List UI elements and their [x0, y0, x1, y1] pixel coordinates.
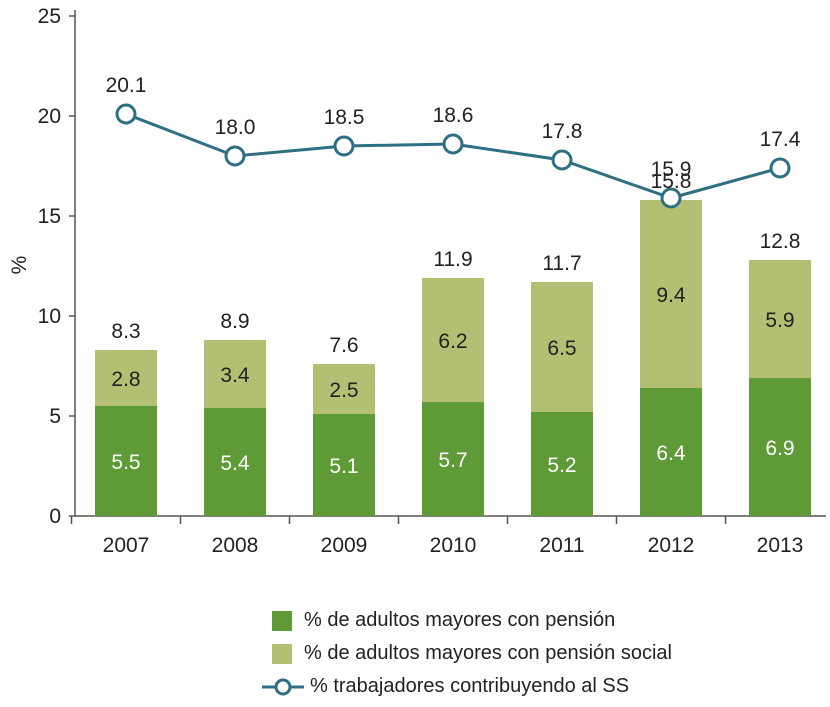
- data-label-total: 12.8: [760, 230, 801, 253]
- x-tick-label: 2010: [430, 534, 477, 557]
- data-label-pension-social: 9.4: [656, 284, 686, 307]
- bar-pension: [640, 388, 702, 516]
- bar-pension-social: [204, 340, 266, 408]
- line-point-workers: [551, 149, 573, 171]
- legend-label-social: % de adultos mayores con pensión social: [304, 642, 672, 664]
- y-tick-label: 10: [38, 305, 61, 328]
- data-label-workers: 20.1: [106, 74, 147, 97]
- legend-label-workers: % trabajadores contribuyendo al SS: [310, 675, 630, 697]
- line-point-workers: [769, 157, 791, 179]
- line-point-workers: [442, 133, 464, 155]
- line-point-workers: [333, 135, 355, 157]
- bar-pension-social: [749, 260, 811, 378]
- data-label-pension-social: 6.2: [438, 330, 467, 353]
- bar-pension-social: [531, 282, 593, 412]
- data-label-total: 11.9: [433, 248, 472, 271]
- data-label-pension: 5.1: [329, 455, 358, 478]
- data-label-total: 8.9: [220, 310, 249, 333]
- legend-item-social: % de adultos mayores con pensión social: [262, 637, 742, 670]
- data-label-pension: 6.4: [656, 442, 686, 465]
- data-label-pension: 6.9: [765, 437, 794, 460]
- data-label-total: 15.8: [651, 170, 692, 193]
- data-label-workers: 17.8: [542, 120, 583, 143]
- bar-pension: [95, 406, 157, 516]
- data-label-workers: 18.0: [215, 116, 256, 139]
- data-label-pension-social: 2.5: [329, 379, 358, 402]
- bar-pension: [422, 402, 484, 516]
- bar-pension: [204, 408, 266, 516]
- data-labels: 5.5 2.8 8.3 5.4 3.4 8.9 5.1 2.5 7.6 5.7 6.2 11.9 5.2…: [106, 74, 801, 478]
- legend-swatch-social: [272, 643, 292, 664]
- bar-pension: [313, 414, 375, 516]
- data-label-pension-social: 6.5: [547, 337, 576, 360]
- x-tick-label: 2007: [103, 534, 150, 557]
- legend-swatch-pension: [272, 610, 292, 631]
- line-point-workers: [660, 187, 682, 209]
- data-label-pension-social: 2.8: [111, 368, 140, 391]
- data-label-pension: 5.7: [438, 449, 467, 472]
- legend-label-pension: % de adultos mayores con pensión: [304, 609, 616, 631]
- x-tick-label: 2009: [321, 534, 368, 557]
- data-label-pension: 5.2: [547, 454, 576, 477]
- legend: % de adultos mayores con pensión % de ad…: [262, 604, 742, 703]
- bar-pension-social: [313, 364, 375, 414]
- legend-marker-workers: [262, 678, 304, 695]
- bar-pension-social: [422, 278, 484, 402]
- data-label-workers: 18.5: [324, 106, 365, 129]
- y-tick-label: 0: [49, 505, 61, 528]
- line-series: [115, 103, 791, 209]
- legend-item-workers: % trabajadores contribuyendo al SS: [262, 670, 742, 703]
- axes: 0 5 10 15 20 25 2007 2008 2009 2010 2011 2012 2013: [38, 5, 826, 557]
- line-point-workers: [115, 103, 137, 125]
- bars: [95, 200, 811, 516]
- data-label-total: 11.7: [542, 252, 581, 275]
- data-label-total: 8.3: [111, 320, 140, 343]
- y-axis-label: %: [8, 256, 31, 275]
- data-label-workers: 17.4: [760, 128, 801, 151]
- y-tick-label: 5: [49, 405, 61, 428]
- x-tick-label: 2008: [212, 534, 259, 557]
- legend-item-pension: % de adultos mayores con pensión: [262, 604, 742, 637]
- y-tick-label: 25: [38, 5, 61, 28]
- data-label-total: 7.6: [329, 334, 358, 357]
- x-tick-label: 2012: [648, 534, 695, 557]
- bar-pension: [531, 412, 593, 516]
- data-label-workers: 18.6: [433, 104, 474, 127]
- data-label-pension-social: 5.9: [765, 309, 794, 332]
- bar-pension: [749, 378, 811, 516]
- line-point-workers: [224, 145, 246, 167]
- x-tick-label: 2013: [757, 534, 804, 557]
- data-label-pension: 5.4: [220, 452, 250, 475]
- bar-pension-social: [640, 200, 702, 388]
- y-tick-label: 20: [38, 105, 61, 128]
- x-tick-label: 2011: [539, 534, 584, 557]
- data-label-pension: 5.5: [111, 451, 140, 474]
- y-tick-label: 15: [38, 205, 61, 228]
- data-label-workers: 15.9: [651, 158, 692, 181]
- data-label-pension-social: 3.4: [220, 364, 250, 387]
- chart-canvas: 0 5 10 15 20 25 2007 2008 2009 2010 2011 2012 2013 %…: [8, 5, 826, 557]
- bar-pension-social: [95, 350, 157, 406]
